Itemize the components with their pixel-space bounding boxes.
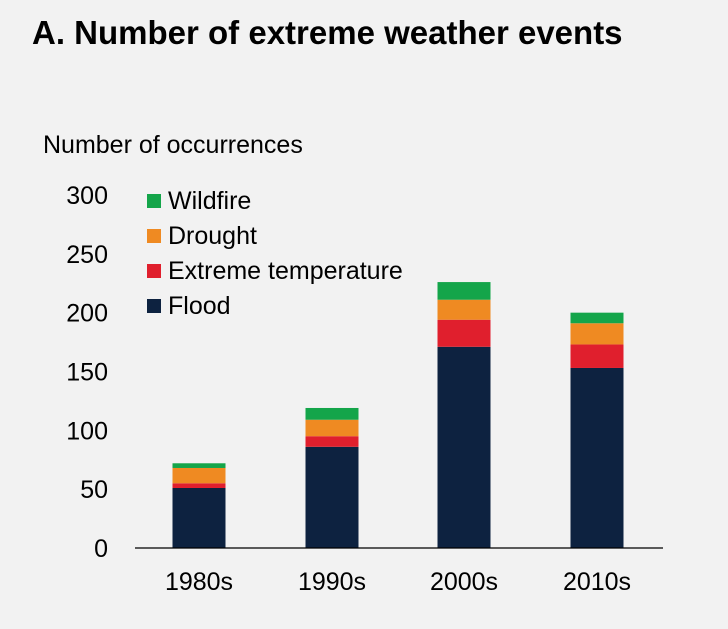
bar-segment-flood [570, 367, 624, 548]
bar-segment-flood [437, 346, 491, 548]
legend-swatch [147, 194, 161, 208]
legend-swatch [147, 264, 161, 278]
y-axis-label: Number of occurrences [43, 131, 303, 159]
bar-segment-drought [437, 299, 491, 320]
bar-segment-extreme-temperature [570, 344, 624, 368]
legend-label: Wildfire [168, 187, 251, 215]
bar-segment-drought [305, 419, 359, 437]
bar-segment-wildfire [570, 312, 624, 324]
x-tick-label: 1990s [298, 568, 366, 596]
legend-swatch [147, 229, 161, 243]
bar-segment-flood [305, 446, 359, 548]
bar-segment-flood [172, 487, 226, 548]
bar-segment-extreme-temperature [305, 436, 359, 447]
legend-swatch [147, 299, 161, 313]
y-tick-label: 100 [66, 417, 108, 445]
bar-segment-wildfire [437, 282, 491, 300]
legend-label: Extreme temperature [168, 257, 403, 285]
chart-title: A. Number of extreme weather events [32, 14, 623, 51]
bar-segment-drought [570, 323, 624, 345]
bar-segment-wildfire [172, 463, 226, 468]
y-tick-label: 300 [66, 182, 108, 210]
bar-segment-extreme-temperature [172, 483, 226, 488]
y-tick-label: 50 [80, 476, 108, 504]
bar-segment-extreme-temperature [437, 319, 491, 347]
x-tick-label: 1980s [165, 568, 233, 596]
y-tick-label: 150 [66, 359, 108, 387]
bar-segment-wildfire [305, 407, 359, 420]
bar-segment-drought [172, 467, 226, 484]
y-tick-label: 250 [66, 241, 108, 269]
x-tick-label: 2010s [563, 568, 631, 596]
y-tick-label: 0 [94, 535, 108, 563]
x-tick-label: 2000s [430, 568, 498, 596]
y-tick-label: 200 [66, 300, 108, 328]
legend-label: Drought [168, 222, 257, 250]
legend-label: Flood [168, 292, 231, 320]
